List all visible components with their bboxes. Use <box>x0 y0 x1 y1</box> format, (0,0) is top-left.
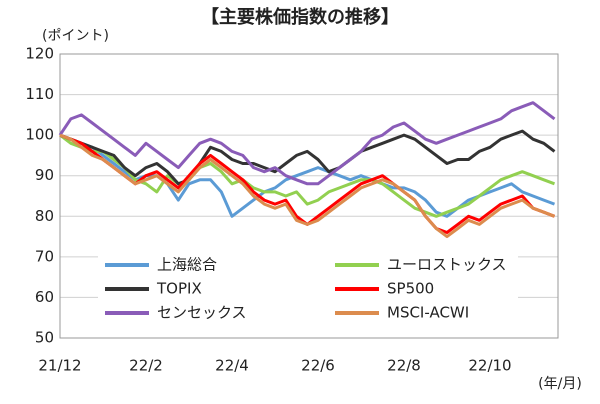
x-axis-label: (年/月) <box>538 376 582 392</box>
x-tick-label: 22/10 <box>468 357 511 375</box>
legend-label: TOPIX <box>156 280 202 298</box>
legend-box <box>98 252 518 330</box>
line-series <box>59 133 556 239</box>
x-tick-label: 22/6 <box>301 357 335 375</box>
chart-title: 【主要株価指数の推移】 <box>201 6 399 28</box>
line-series <box>58 101 556 186</box>
line-series <box>59 129 556 186</box>
x-tick-label: 22/4 <box>215 357 249 375</box>
x-tick-label: 21/12 <box>38 357 81 375</box>
plot-border <box>59 53 559 339</box>
legend-label: センセックス <box>157 304 247 322</box>
y-tick-label: 60 <box>35 288 54 306</box>
x-tick-label: 22/2 <box>129 357 163 375</box>
y-tick-label: 90 <box>35 166 54 184</box>
y-tick-label: 120 <box>25 45 54 63</box>
x-tick-label: 22/8 <box>387 357 421 375</box>
y-tick-label: 70 <box>35 247 54 265</box>
y-tick-label: 110 <box>25 85 54 103</box>
y-tick-label: 50 <box>35 329 54 347</box>
legend-label: 上海総合 <box>157 256 217 274</box>
legend-label: SP500 <box>387 280 434 298</box>
legend-label: ユーロストックス <box>387 256 507 274</box>
y-axis-label: (ポイント) <box>42 28 109 44</box>
legend-label: MSCI-ACWI <box>387 304 469 322</box>
y-tick-label: 100 <box>25 126 54 144</box>
y-tick-label: 80 <box>35 207 54 225</box>
